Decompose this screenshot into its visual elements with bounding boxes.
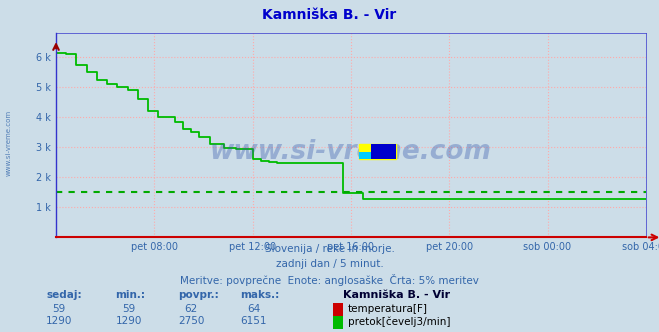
Text: 2750: 2750 [178, 316, 204, 326]
Text: 6151: 6151 [241, 316, 267, 326]
Text: zadnji dan / 5 minut.: zadnji dan / 5 minut. [275, 259, 384, 269]
Text: 64: 64 [247, 304, 260, 314]
Text: www.si-vreme.com: www.si-vreme.com [5, 110, 11, 176]
Text: Slovenija / reke in morje.: Slovenija / reke in morje. [264, 244, 395, 254]
Text: pretok[čevelj3/min]: pretok[čevelj3/min] [348, 316, 451, 327]
Text: povpr.:: povpr.: [178, 290, 219, 300]
Text: 1290: 1290 [46, 316, 72, 326]
Text: Meritve: povprečne  Enote: anglosaške  Črta: 5% meritev: Meritve: povprečne Enote: anglosaške Črt… [180, 274, 479, 286]
Text: 59: 59 [122, 304, 135, 314]
Bar [372, 144, 396, 159]
Text: maks.:: maks.: [241, 290, 280, 300]
Text: temperatura[F]: temperatura[F] [348, 304, 428, 314]
Text: 1290: 1290 [115, 316, 142, 326]
Bar [359, 144, 396, 159]
Text: sedaj:: sedaj: [46, 290, 82, 300]
Text: Kamniška B. - Vir: Kamniška B. - Vir [262, 8, 397, 22]
Text: 59: 59 [53, 304, 66, 314]
Bar [359, 152, 396, 159]
Text: min.:: min.: [115, 290, 146, 300]
Text: 62: 62 [185, 304, 198, 314]
Text: www.si-vreme.com: www.si-vreme.com [210, 139, 492, 165]
Text: Kamniška B. - Vir: Kamniška B. - Vir [343, 290, 450, 300]
